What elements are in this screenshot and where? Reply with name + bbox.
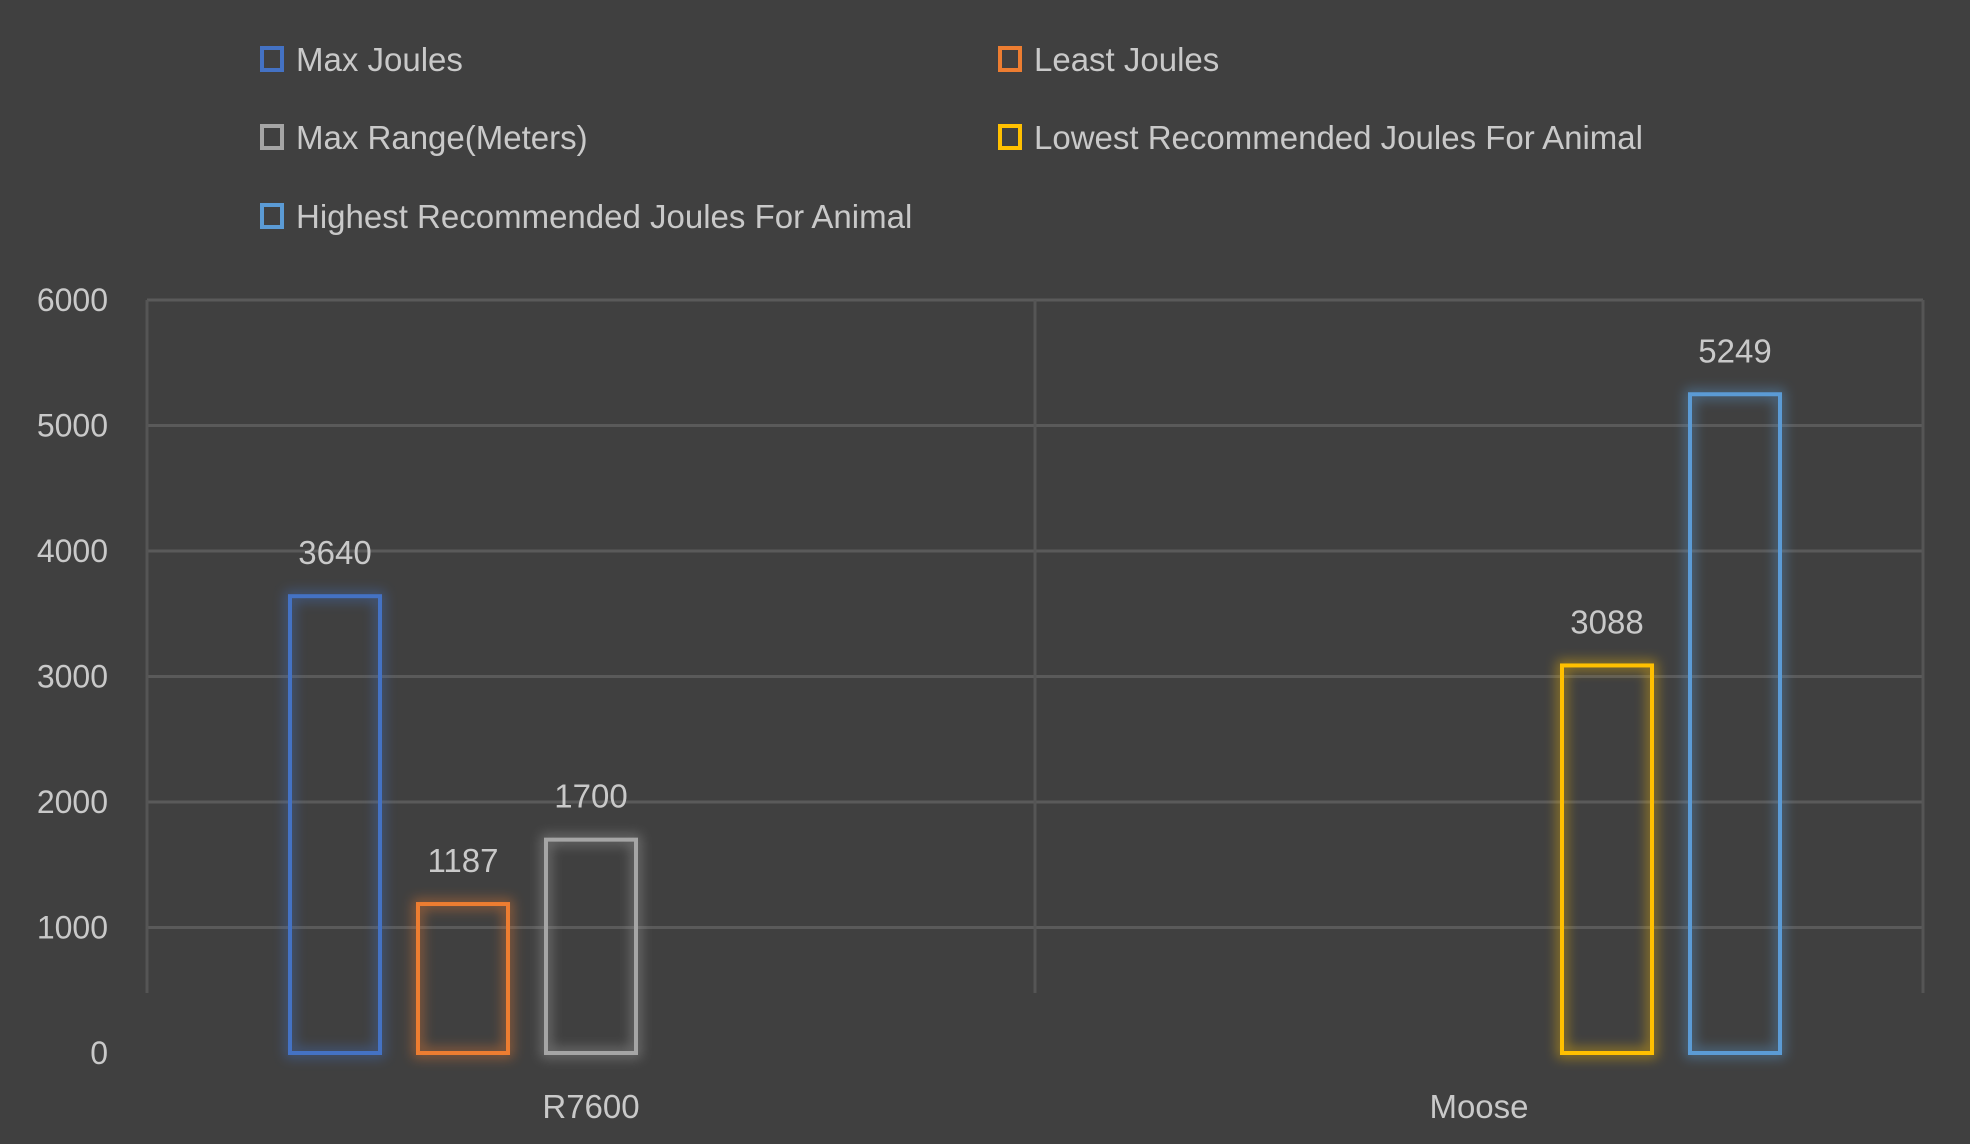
- legend-swatch-icon: [998, 46, 1022, 72]
- y-tick-label: 5000: [37, 408, 108, 444]
- legend-item: Highest Recommended Joules For Animal: [260, 198, 912, 235]
- legend-item: Max Joules: [260, 41, 463, 78]
- legend-swatch-icon: [260, 46, 284, 72]
- x-axis-ticks: R7600 Moose: [542, 1088, 1528, 1125]
- legend: Max Joules Least Joules Max Range(Meters) L…: [260, 41, 1643, 235]
- bar-max-joules: [288, 594, 382, 1055]
- bar-max-range-meters-: [544, 837, 638, 1056]
- y-tick-label: 2000: [37, 784, 108, 820]
- y-tick-label: 6000: [37, 282, 108, 318]
- y-tick-label: 0: [90, 1035, 108, 1071]
- gridlines: [145, 298, 1925, 993]
- legend-label: Highest Recommended Joules For Animal: [296, 198, 912, 235]
- bar-highest-recommended-joules-for-animal: [1688, 392, 1782, 1055]
- y-tick-label: 3000: [37, 659, 108, 695]
- legend-label: Lowest Recommended Joules For Animal: [1034, 119, 1643, 156]
- data-label: 5249: [1698, 332, 1771, 369]
- x-tick-label: R7600: [542, 1088, 639, 1125]
- data-label: 3640: [298, 534, 371, 571]
- legend-label: Max Range(Meters): [296, 119, 588, 156]
- legend-item: Least Joules: [998, 41, 1219, 78]
- y-tick-label: 4000: [37, 533, 108, 569]
- legend-label: Least Joules: [1034, 41, 1219, 78]
- data-label: 1187: [428, 842, 499, 879]
- bar-least-joules: [416, 902, 510, 1055]
- x-tick-label: Moose: [1429, 1088, 1528, 1125]
- legend-item: Max Range(Meters): [260, 119, 588, 156]
- legend-swatch-icon: [998, 124, 1022, 150]
- legend-label: Max Joules: [296, 41, 463, 78]
- legend-item: Lowest Recommended Joules For Animal: [998, 119, 1643, 156]
- y-axis-ticks: 0 1000 2000 3000 4000 5000 6000: [37, 282, 108, 1071]
- bar-lowest-recommended-joules-for-animal: [1560, 663, 1654, 1055]
- bars: 3640 1187 1700 3088 5249: [285, 332, 1785, 1059]
- legend-swatch-icon: [260, 203, 284, 229]
- legend-swatch-icon: [260, 124, 284, 150]
- data-label: 3088: [1570, 603, 1643, 640]
- y-tick-label: 1000: [37, 910, 108, 946]
- data-label: 1700: [554, 778, 627, 815]
